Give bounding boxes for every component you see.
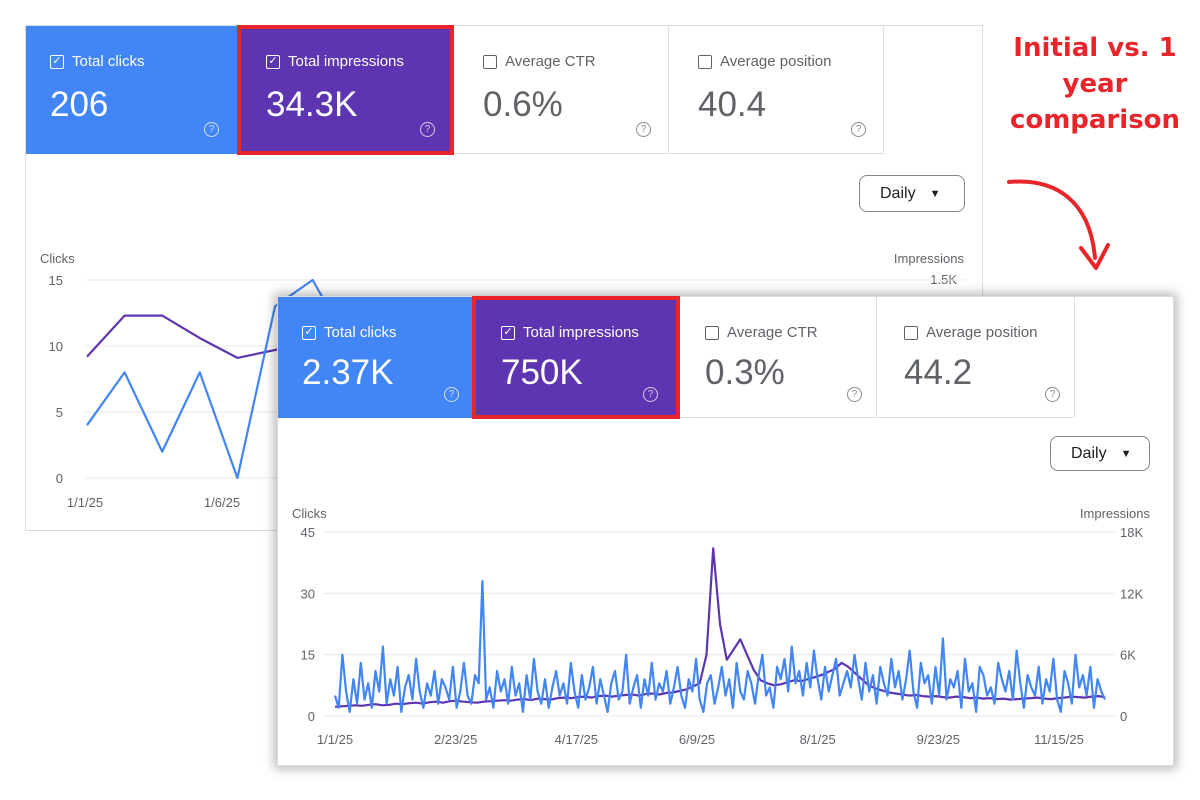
- metric-value: 44.2: [904, 353, 973, 392]
- checkbox-checked-icon[interactable]: ✓: [50, 54, 64, 69]
- x-tick-label: 11/15/25: [1034, 732, 1084, 747]
- checkbox-unchecked-icon[interactable]: [698, 54, 712, 69]
- help-icon[interactable]: ?: [444, 387, 459, 402]
- help-icon[interactable]: ?: [643, 387, 658, 402]
- help-icon[interactable]: ?: [1045, 387, 1060, 402]
- period-select[interactable]: Daily ▼: [859, 175, 965, 212]
- metric-card-total-clicks[interactable]: ✓ Total clicks 206 ?: [26, 26, 238, 154]
- x-tick-label: 1/1/25: [67, 495, 103, 510]
- left-y-tick-label: 45: [301, 525, 315, 540]
- right-y-tick-label: 0: [1120, 709, 1127, 724]
- right-axis-title: Impressions: [1079, 506, 1150, 521]
- x-tick-label: 2/23/25: [434, 732, 477, 747]
- help-icon[interactable]: ?: [636, 122, 651, 137]
- metric-label: Total clicks: [72, 53, 145, 70]
- left-axis-title: Clicks: [40, 251, 75, 266]
- period-select[interactable]: Daily ▼: [1050, 436, 1150, 471]
- period-select-value: Daily: [1071, 444, 1107, 462]
- metric-value: 2.37K: [302, 353, 394, 392]
- y-tick-label: 0: [56, 471, 63, 486]
- caret-down-icon: ▼: [929, 187, 941, 200]
- x-tick-label: 6/9/25: [679, 732, 715, 747]
- y-tick-label: 10: [49, 339, 63, 354]
- metric-label: Average CTR: [505, 53, 596, 70]
- one-year-performance-report: ✓ Total clicks 2.37K ? ✓ Total impressions…: [277, 296, 1174, 766]
- help-icon[interactable]: ?: [204, 122, 219, 137]
- metric-label: Total clicks: [324, 324, 397, 341]
- metric-value: 750K: [501, 353, 583, 392]
- checkbox-checked-icon[interactable]: ✓: [266, 54, 280, 69]
- x-tick-label: 8/1/25: [800, 732, 836, 747]
- y-tick-label: 15: [49, 273, 63, 288]
- left-y-tick-label: 0: [308, 709, 315, 724]
- metric-card-average-ctr[interactable]: Average CTR 0.6% ?: [453, 26, 669, 154]
- metric-card-average-position[interactable]: Average position 44.2 ?: [877, 297, 1075, 418]
- metric-cards: ✓ Total clicks 206 ? ✓ Total impressions 3…: [26, 25, 884, 155]
- metric-label: Total impressions: [288, 53, 404, 70]
- x-tick-label: 4/17/25: [555, 732, 598, 747]
- left-axis-title: Clicks: [292, 506, 327, 521]
- checkbox-checked-icon[interactable]: ✓: [302, 325, 316, 340]
- x-tick-label: 1/6/25: [204, 495, 240, 510]
- help-icon[interactable]: ?: [847, 387, 862, 402]
- metric-cards: ✓ Total clicks 2.37K ? ✓ Total impressions…: [278, 296, 1075, 419]
- metric-card-average-ctr[interactable]: Average CTR 0.3% ?: [679, 297, 877, 418]
- right-y-tick-label: 18K: [1120, 525, 1143, 540]
- checkbox-unchecked-icon[interactable]: [904, 325, 918, 340]
- metric-value: 0.3%: [705, 353, 785, 392]
- metric-label: Average position: [720, 53, 832, 70]
- x-tick-label: 9/23/25: [917, 732, 960, 747]
- metric-label: Average CTR: [727, 324, 818, 341]
- left-y-tick-label: 15: [301, 648, 315, 663]
- caret-down-icon: ▼: [1120, 447, 1132, 460]
- period-select-value: Daily: [880, 184, 916, 202]
- clicks-line: [333, 580, 1107, 713]
- metric-card-total-impressions[interactable]: ✓ Total impressions 34.3K ?: [237, 25, 454, 155]
- y-tick-label: 5: [56, 405, 63, 420]
- help-icon[interactable]: ?: [420, 122, 435, 137]
- right-y-tick-label: 6K: [1120, 648, 1136, 663]
- curved-arrow-icon: [1007, 179, 1110, 270]
- metric-label: Total impressions: [523, 324, 639, 341]
- metric-value: 40.4: [698, 85, 767, 124]
- metric-card-average-position[interactable]: Average position 40.4 ?: [669, 26, 884, 154]
- left-y-tick-label: 30: [301, 586, 315, 601]
- metric-label: Average position: [926, 324, 1038, 341]
- checkbox-checked-icon[interactable]: ✓: [501, 325, 515, 340]
- metric-card-total-impressions[interactable]: ✓ Total impressions 750K ?: [472, 296, 680, 419]
- metric-value: 0.6%: [483, 85, 563, 124]
- comparison-annotation: Initial vs. 1 year comparison: [1009, 33, 1181, 135]
- checkbox-unchecked-icon[interactable]: [705, 325, 719, 340]
- x-tick-label: 1/1/25: [317, 732, 353, 747]
- metric-value: 206: [50, 85, 109, 124]
- right-y-tick-label: 12K: [1120, 586, 1143, 601]
- help-icon[interactable]: ?: [851, 122, 866, 137]
- checkbox-unchecked-icon[interactable]: [483, 54, 497, 69]
- metric-card-total-clicks[interactable]: ✓ Total clicks 2.37K ?: [278, 297, 473, 418]
- metric-value: 34.3K: [266, 85, 358, 124]
- right-axis-title: Impressions: [893, 251, 964, 266]
